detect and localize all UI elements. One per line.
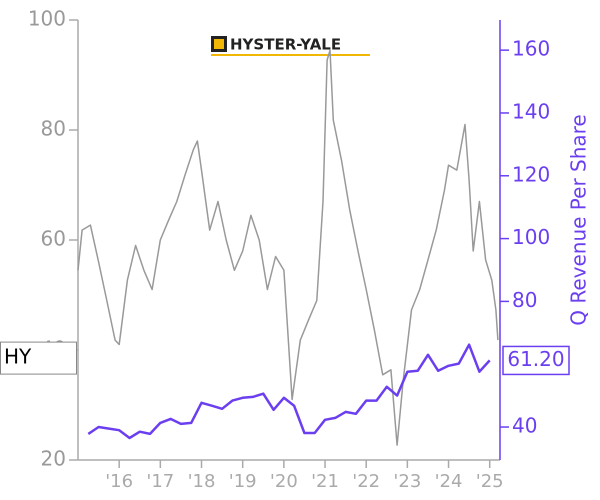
y2-tick-label: 100 <box>512 225 550 249</box>
x-tick-label: '23 <box>393 471 421 492</box>
x-tick-label: '24 <box>435 471 463 492</box>
y2-tick-label: 80 <box>512 288 537 312</box>
logo-text: HYSTER-YALE <box>230 36 341 54</box>
price-line <box>77 49 499 446</box>
y2-tick-label: 40 <box>512 414 537 438</box>
x-tick-label: '19 <box>229 471 257 492</box>
y2-axis-label: Q Revenue Per Share <box>567 114 591 326</box>
x-tick-label: '21 <box>311 471 339 492</box>
value-box <box>502 345 570 376</box>
y-tick-label: 100 <box>28 7 66 31</box>
y2-tick-label: 140 <box>512 99 550 123</box>
y2-tick-label: 120 <box>512 162 550 186</box>
x-tick-label: '20 <box>270 471 298 492</box>
x-tick-label: '25 <box>476 471 504 492</box>
ticker-box <box>0 341 77 375</box>
revenue-line <box>87 343 491 440</box>
x-tick-label: '22 <box>352 471 380 492</box>
x-tick-label: '18 <box>188 471 216 492</box>
x-tick-label: '16 <box>105 471 133 492</box>
y-tick-label: 20 <box>41 447 66 471</box>
x-tick-label: '17 <box>146 471 174 492</box>
y-tick-label: 80 <box>41 117 66 141</box>
ticker-label: HY <box>4 345 32 369</box>
logo-icon-inner <box>214 39 224 49</box>
value-label: 61.20 <box>507 347 564 371</box>
y-tick-label: 60 <box>41 227 66 251</box>
y2-tick-label: 160 <box>512 37 550 61</box>
logo: HYSTER-YALE <box>211 36 370 56</box>
